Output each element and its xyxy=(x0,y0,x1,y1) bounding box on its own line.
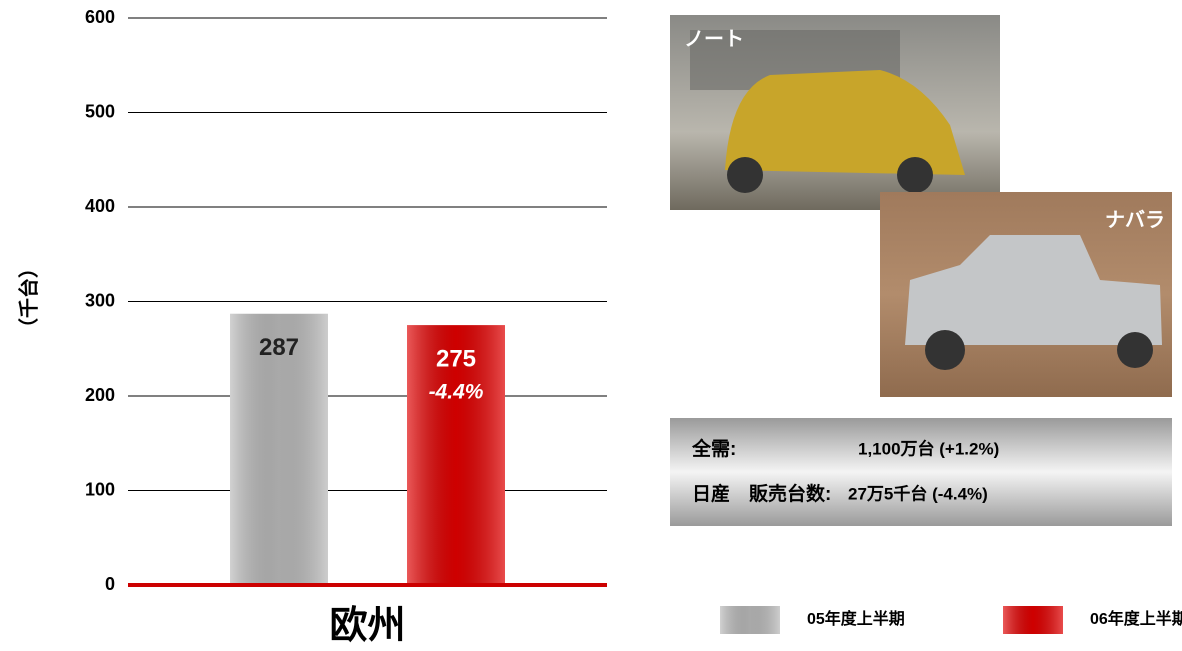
y-tick-label: 200 xyxy=(85,385,115,405)
legend-swatch-shine xyxy=(1003,606,1063,634)
legend-swatch-shine xyxy=(720,606,780,634)
photo-label: ナバラ xyxy=(1105,208,1165,231)
value-label: 287 xyxy=(259,334,299,361)
info-value: 27万5千台 (-4.4%) xyxy=(848,483,988,503)
info-box xyxy=(670,418,1172,526)
info-label: 日産 販売台数: xyxy=(692,482,831,505)
y-tick-label: 0 xyxy=(105,574,115,594)
y-tick-label: 100 xyxy=(85,479,115,499)
slide: ノート ナバラ 全需: 1,100万台 (+1.2%) 日産 販売台数: 27万… xyxy=(0,0,1182,646)
value-label: 275 xyxy=(436,345,476,372)
y-tick-label: 300 xyxy=(85,290,115,310)
y-tick-label: 400 xyxy=(85,196,115,216)
change-label: -4.4% xyxy=(429,381,484,404)
x-tick-label: 欧州 xyxy=(329,605,405,646)
photo-navara: ナバラ xyxy=(880,192,1172,397)
photo-label: ノート xyxy=(684,28,744,50)
y-tick-label: 500 xyxy=(85,101,115,121)
photo-note: ノート xyxy=(670,15,1000,210)
y-tick-label: 600 xyxy=(85,7,115,27)
legend-label: 06年度上半期 xyxy=(1090,609,1182,628)
info-label: 全需: xyxy=(691,437,736,460)
y-axis-label: （千台） xyxy=(16,258,40,338)
legend-label: 05年度上半期 xyxy=(807,609,905,628)
info-value: 1,100万台 (+1.2%) xyxy=(858,438,999,458)
